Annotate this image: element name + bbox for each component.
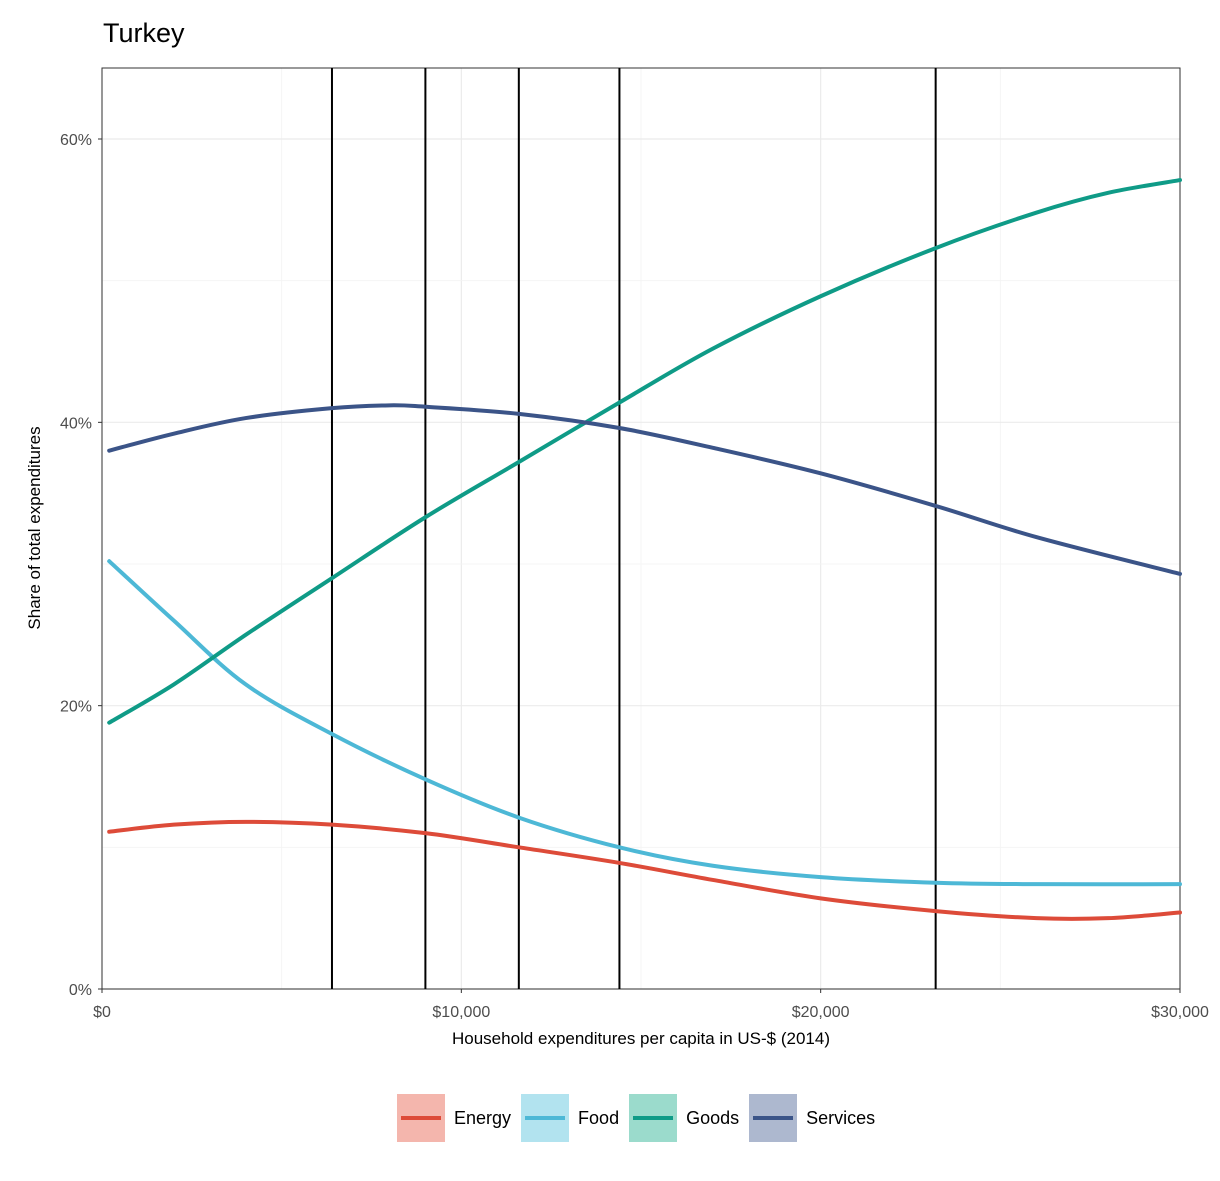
y-tick-label: 60% — [60, 132, 92, 149]
legend-key — [749, 1094, 798, 1142]
legend-item-goods: Goods — [629, 1094, 739, 1142]
y-axis-ticks: 0% 20% 40% 60% — [60, 132, 102, 999]
series-line-energy — [107, 819, 1182, 921]
series-line-services — [107, 403, 1182, 576]
legend-item-energy: Energy — [397, 1094, 511, 1142]
legend-key — [629, 1094, 678, 1142]
y-tick-label: 20% — [60, 699, 92, 716]
series-line-goods — [107, 178, 1182, 725]
x-axis-ticks: $0 $10,000 $20,000 $30,000 — [93, 989, 1209, 1021]
chart-title: Turkey — [103, 18, 185, 48]
x-tick-label: $0 — [93, 1004, 111, 1021]
plot-panel — [101, 67, 1181, 990]
legend-label: Energy — [454, 1107, 512, 1128]
y-axis-title: Share of total expenditures — [25, 426, 44, 629]
y-tick-label: 40% — [60, 415, 92, 432]
x-tick-label: $10,000 — [432, 1004, 490, 1021]
x-axis-title: Household expenditures per capita in US-… — [452, 1029, 830, 1048]
legend-label: Food — [578, 1107, 620, 1128]
vertical-reference-lines — [330, 68, 937, 989]
legend-key — [397, 1094, 445, 1142]
legend-label: Goods — [686, 1107, 740, 1128]
legend: Energy Food Goods Services — [397, 1094, 885, 1142]
y-tick-label: 0% — [69, 982, 92, 999]
legend-item-food: Food — [521, 1094, 619, 1142]
legend-label: Services — [806, 1107, 876, 1128]
legend-key — [521, 1094, 570, 1142]
x-tick-label: $30,000 — [1151, 1004, 1209, 1021]
x-tick-label: $20,000 — [792, 1004, 850, 1021]
series-line-food — [107, 559, 1182, 887]
legend-item-services: Services — [749, 1094, 875, 1142]
series-lines — [107, 178, 1182, 921]
